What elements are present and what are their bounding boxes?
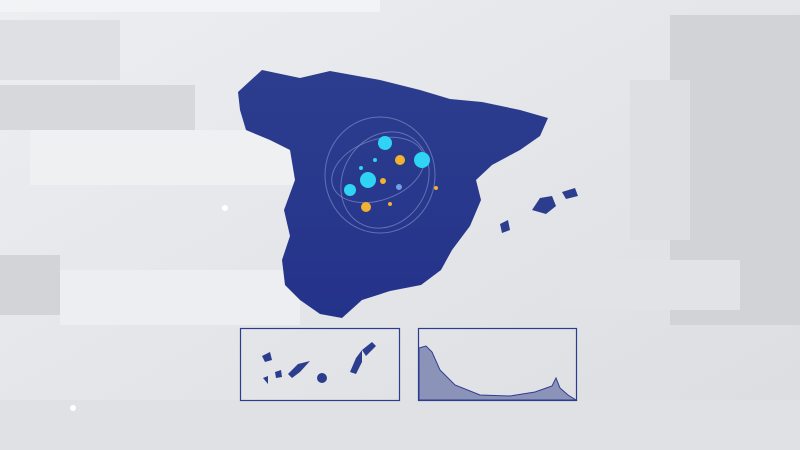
sparkle bbox=[70, 405, 76, 411]
island bbox=[263, 376, 268, 384]
dot bbox=[359, 166, 363, 170]
canary-islands bbox=[262, 342, 376, 384]
panel bbox=[0, 85, 195, 130]
dot bbox=[361, 202, 371, 212]
dot bbox=[434, 186, 438, 190]
dot bbox=[388, 202, 392, 206]
orbit bbox=[324, 116, 436, 234]
island bbox=[362, 342, 376, 356]
island bbox=[317, 373, 327, 383]
spain-map bbox=[238, 70, 548, 318]
dot bbox=[373, 158, 377, 162]
panel bbox=[0, 0, 380, 12]
panel bbox=[630, 80, 690, 240]
dot bbox=[344, 184, 356, 196]
dot bbox=[360, 172, 376, 188]
sparkle bbox=[222, 205, 228, 211]
dot bbox=[380, 178, 386, 184]
panel bbox=[0, 255, 60, 315]
orbit bbox=[340, 131, 430, 229]
panel bbox=[60, 270, 300, 325]
island bbox=[288, 361, 310, 378]
panel bbox=[560, 260, 740, 310]
ibiza bbox=[500, 220, 510, 233]
mallorca bbox=[532, 196, 556, 214]
dot bbox=[414, 152, 430, 168]
canary-inset bbox=[239, 327, 401, 402]
island bbox=[262, 352, 272, 362]
coastline bbox=[418, 345, 578, 401]
panel bbox=[0, 400, 800, 450]
dot bbox=[378, 136, 392, 150]
panel bbox=[0, 20, 120, 80]
menorca bbox=[562, 188, 578, 199]
dot bbox=[396, 184, 402, 190]
island bbox=[350, 350, 362, 374]
panel bbox=[30, 130, 300, 185]
dot bbox=[395, 155, 405, 165]
island bbox=[275, 370, 282, 378]
